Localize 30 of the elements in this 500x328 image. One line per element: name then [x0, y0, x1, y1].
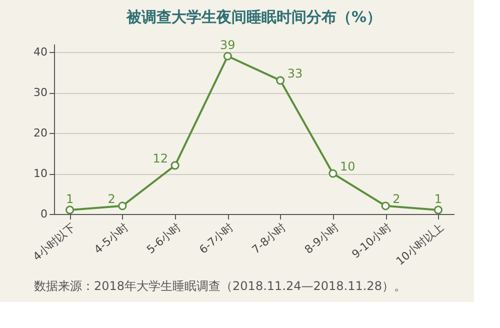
- x-tick-label: 4小时以下: [30, 220, 78, 264]
- data-label: 2: [108, 192, 116, 206]
- y-tick-label: 10: [34, 167, 48, 180]
- data-label: 1: [66, 192, 74, 206]
- point: [328, 169, 338, 178]
- data-label: 12: [152, 151, 168, 166]
- y-tick-label: 0: [40, 208, 48, 220]
- point: [434, 206, 442, 214]
- point: [118, 202, 127, 210]
- data-label: 2: [392, 192, 400, 206]
- x-tick-label: 8-9小时: [302, 220, 342, 256]
- point: [170, 161, 180, 170]
- data-label: 10: [340, 160, 356, 174]
- chart-title: 被调查大学生夜间睡眠时间分布（%）: [125, 8, 382, 26]
- data-label: 39: [220, 38, 236, 52]
- x-tick-label: 5-6小时: [144, 220, 184, 256]
- source-note: 数据来源：2018年大学生睡眠调查（2018.11.24—2018.11.28）。: [34, 279, 406, 293]
- point: [223, 52, 232, 60]
- point: [381, 202, 390, 210]
- x-tick-label: 10小时以上: [394, 220, 446, 268]
- y-tick-label: 20: [34, 126, 48, 140]
- x-tick-label: 4-5小时: [92, 220, 131, 256]
- data-label: 1: [434, 192, 442, 206]
- point: [66, 206, 74, 214]
- point: [276, 76, 285, 85]
- data-label: 33: [287, 66, 303, 80]
- x-tick-label: 6-7小时: [196, 220, 236, 256]
- y-tick-label: 40: [34, 46, 48, 59]
- x-tick-label: 7-8小时: [250, 220, 289, 256]
- y-tick-label: 30: [34, 86, 48, 100]
